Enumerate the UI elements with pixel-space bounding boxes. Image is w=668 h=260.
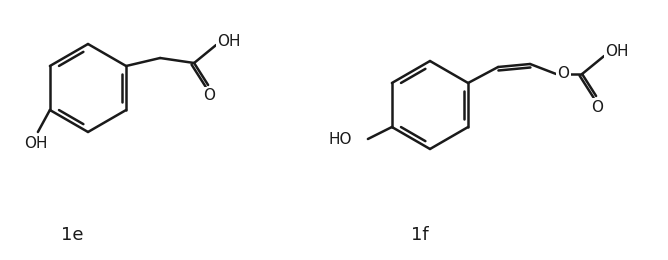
Text: O: O <box>591 100 603 114</box>
Text: OH: OH <box>24 135 47 151</box>
Text: O: O <box>203 88 215 103</box>
Text: O: O <box>557 67 569 81</box>
Text: 1e: 1e <box>61 226 84 244</box>
Text: OH: OH <box>217 34 241 49</box>
Text: OH: OH <box>605 44 629 60</box>
Text: 1f: 1f <box>411 226 429 244</box>
Text: HO: HO <box>329 133 352 147</box>
